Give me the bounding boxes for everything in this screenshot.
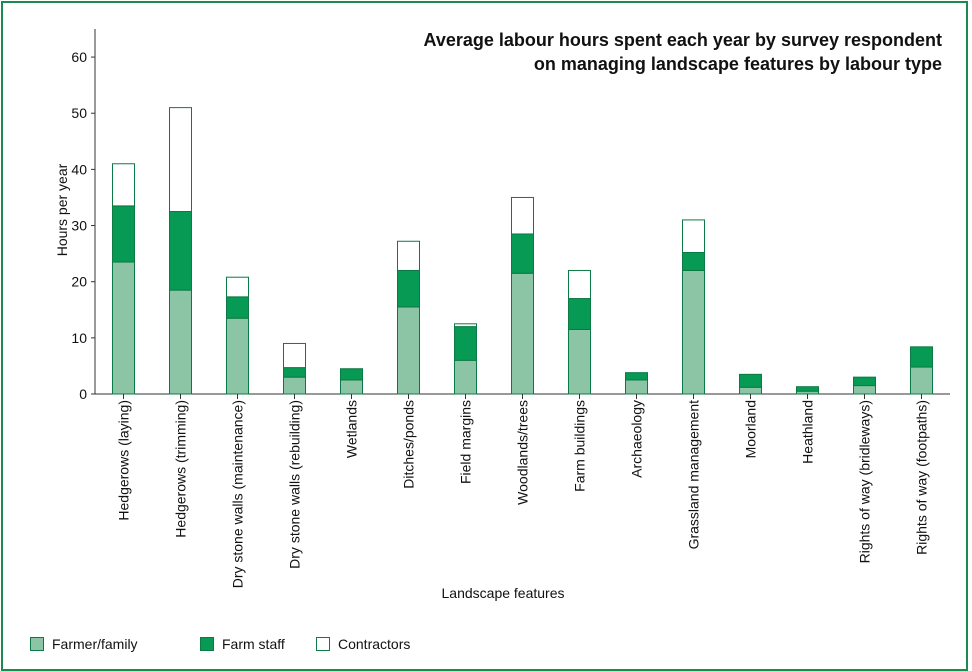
bar-farm-staff-rights-of-way-footpaths	[910, 346, 933, 368]
bar-contractors-grassland-management	[682, 219, 705, 253]
bar-farmer-family-field-margins	[454, 359, 477, 395]
bar-farmer-family-rights-of-way-bridleways	[853, 385, 876, 395]
y-tick-label-20: 20	[71, 274, 87, 290]
bar-contractors-dry-stone-walls-maintenance	[226, 276, 249, 298]
bar-farm-staff-farm-buildings	[568, 298, 591, 330]
legend-swatch-contractors	[316, 637, 330, 651]
legend-item-contractors: Contractors	[316, 636, 410, 652]
bar-farmer-family-archaeology	[625, 379, 648, 395]
bar-farm-staff-moorland	[739, 373, 762, 388]
bar-contractors-hedgerows-trimming	[169, 107, 192, 212]
bar-farmer-family-hedgerows-trimming	[169, 289, 192, 395]
y-tick-label-40: 40	[71, 161, 87, 177]
bar-farmer-family-farm-buildings	[568, 328, 591, 395]
x-tick-label-moorland: Moorland	[743, 400, 759, 458]
x-tick-label-heathland: Heathland	[800, 400, 816, 464]
x-tick-label-grassland-management: Grassland management	[686, 400, 702, 550]
bar-farm-staff-rights-of-way-bridleways	[853, 376, 876, 387]
bar-farm-staff-dry-stone-walls-rebuilding	[283, 367, 306, 378]
x-tick-label-hedgerows-laying: Hedgerows (laying)	[116, 400, 132, 521]
chart-title-line-1: Average labour hours spent each year by …	[423, 30, 942, 50]
bar-contractors-ditches-ponds	[397, 240, 420, 271]
x-tick-label-wetlands: Wetlands	[344, 400, 360, 458]
bar-contractors-farm-buildings	[568, 269, 591, 300]
chart-title-line-2: on managing landscape features by labour…	[533, 54, 942, 74]
x-tick-label-farm-buildings: Farm buildings	[572, 400, 588, 492]
x-tick-label-dry-stone-walls-maintenance: Dry stone walls (maintenance)	[230, 400, 246, 588]
bar-farm-staff-hedgerows-trimming	[169, 211, 192, 291]
bar-farm-staff-dry-stone-walls-maintenance	[226, 296, 249, 319]
bar-contractors-woodlands-trees	[511, 196, 534, 235]
x-tick-label-dry-stone-walls-rebuilding: Dry stone walls (rebuilding)	[287, 400, 303, 569]
bar-farm-staff-field-margins	[454, 326, 477, 361]
legend-label-farmer-family: Farmer/family	[52, 636, 138, 652]
bar-farmer-family-wetlands	[340, 379, 363, 395]
bar-farmer-family-moorland	[739, 386, 762, 395]
bar-farmer-family-ditches-ponds	[397, 306, 420, 395]
legend-item-farm-staff: Farm staff	[200, 636, 285, 652]
bar-farmer-family-woodlands-trees	[511, 272, 534, 395]
y-tick-label-0: 0	[79, 386, 87, 402]
y-tick-label-50: 50	[71, 105, 87, 121]
y-tick-label-10: 10	[71, 330, 87, 346]
bar-contractors-field-margins	[454, 323, 477, 328]
y-tick-label-60: 60	[71, 49, 87, 65]
y-tick-label-30: 30	[71, 218, 87, 234]
x-tick-label-field-margins: Field margins	[458, 400, 474, 484]
bar-contractors-dry-stone-walls-rebuilding	[283, 342, 306, 369]
legend-swatch-farm-staff	[200, 637, 214, 651]
x-tick-label-woodlands-trees: Woodlands/trees	[515, 400, 531, 505]
legend-swatch-farmer-family	[30, 637, 44, 651]
x-tick-label-rights-of-way-bridleways: Rights of way (bridleways)	[857, 400, 873, 563]
x-tick-label-archaeology: Archaeology	[629, 400, 645, 478]
bar-farmer-family-dry-stone-walls-maintenance	[226, 317, 249, 395]
x-tick-label-hedgerows-trimming: Hedgerows (trimming)	[173, 400, 189, 538]
bar-farm-staff-woodlands-trees	[511, 233, 534, 274]
legend-item-farmer-family: Farmer/family	[30, 636, 138, 652]
bar-farm-staff-archaeology	[625, 372, 648, 381]
bar-farm-staff-heathland	[796, 386, 819, 392]
legend-label-contractors: Contractors	[338, 636, 411, 652]
x-tick-label-rights-of-way-footpaths: Rights of way (footpaths)	[914, 400, 930, 555]
bar-farm-staff-grassland-management	[682, 251, 705, 271]
x-tick-label-ditches-ponds: Ditches/ponds	[401, 400, 417, 489]
bar-farmer-family-hedgerows-laying	[112, 261, 135, 395]
bar-farm-staff-hedgerows-laying	[112, 205, 135, 263]
bar-farm-staff-wetlands	[340, 368, 363, 381]
legend-label-farm-staff: Farm staff	[222, 636, 285, 652]
bar-farmer-family-grassland-management	[682, 269, 705, 395]
bar-farm-staff-ditches-ponds	[397, 269, 420, 308]
bar-farmer-family-dry-stone-walls-rebuilding	[283, 376, 306, 395]
bar-farmer-family-rights-of-way-footpaths	[910, 366, 933, 395]
bar-contractors-hedgerows-laying	[112, 163, 135, 207]
x-axis-label: Landscape features	[441, 585, 565, 601]
